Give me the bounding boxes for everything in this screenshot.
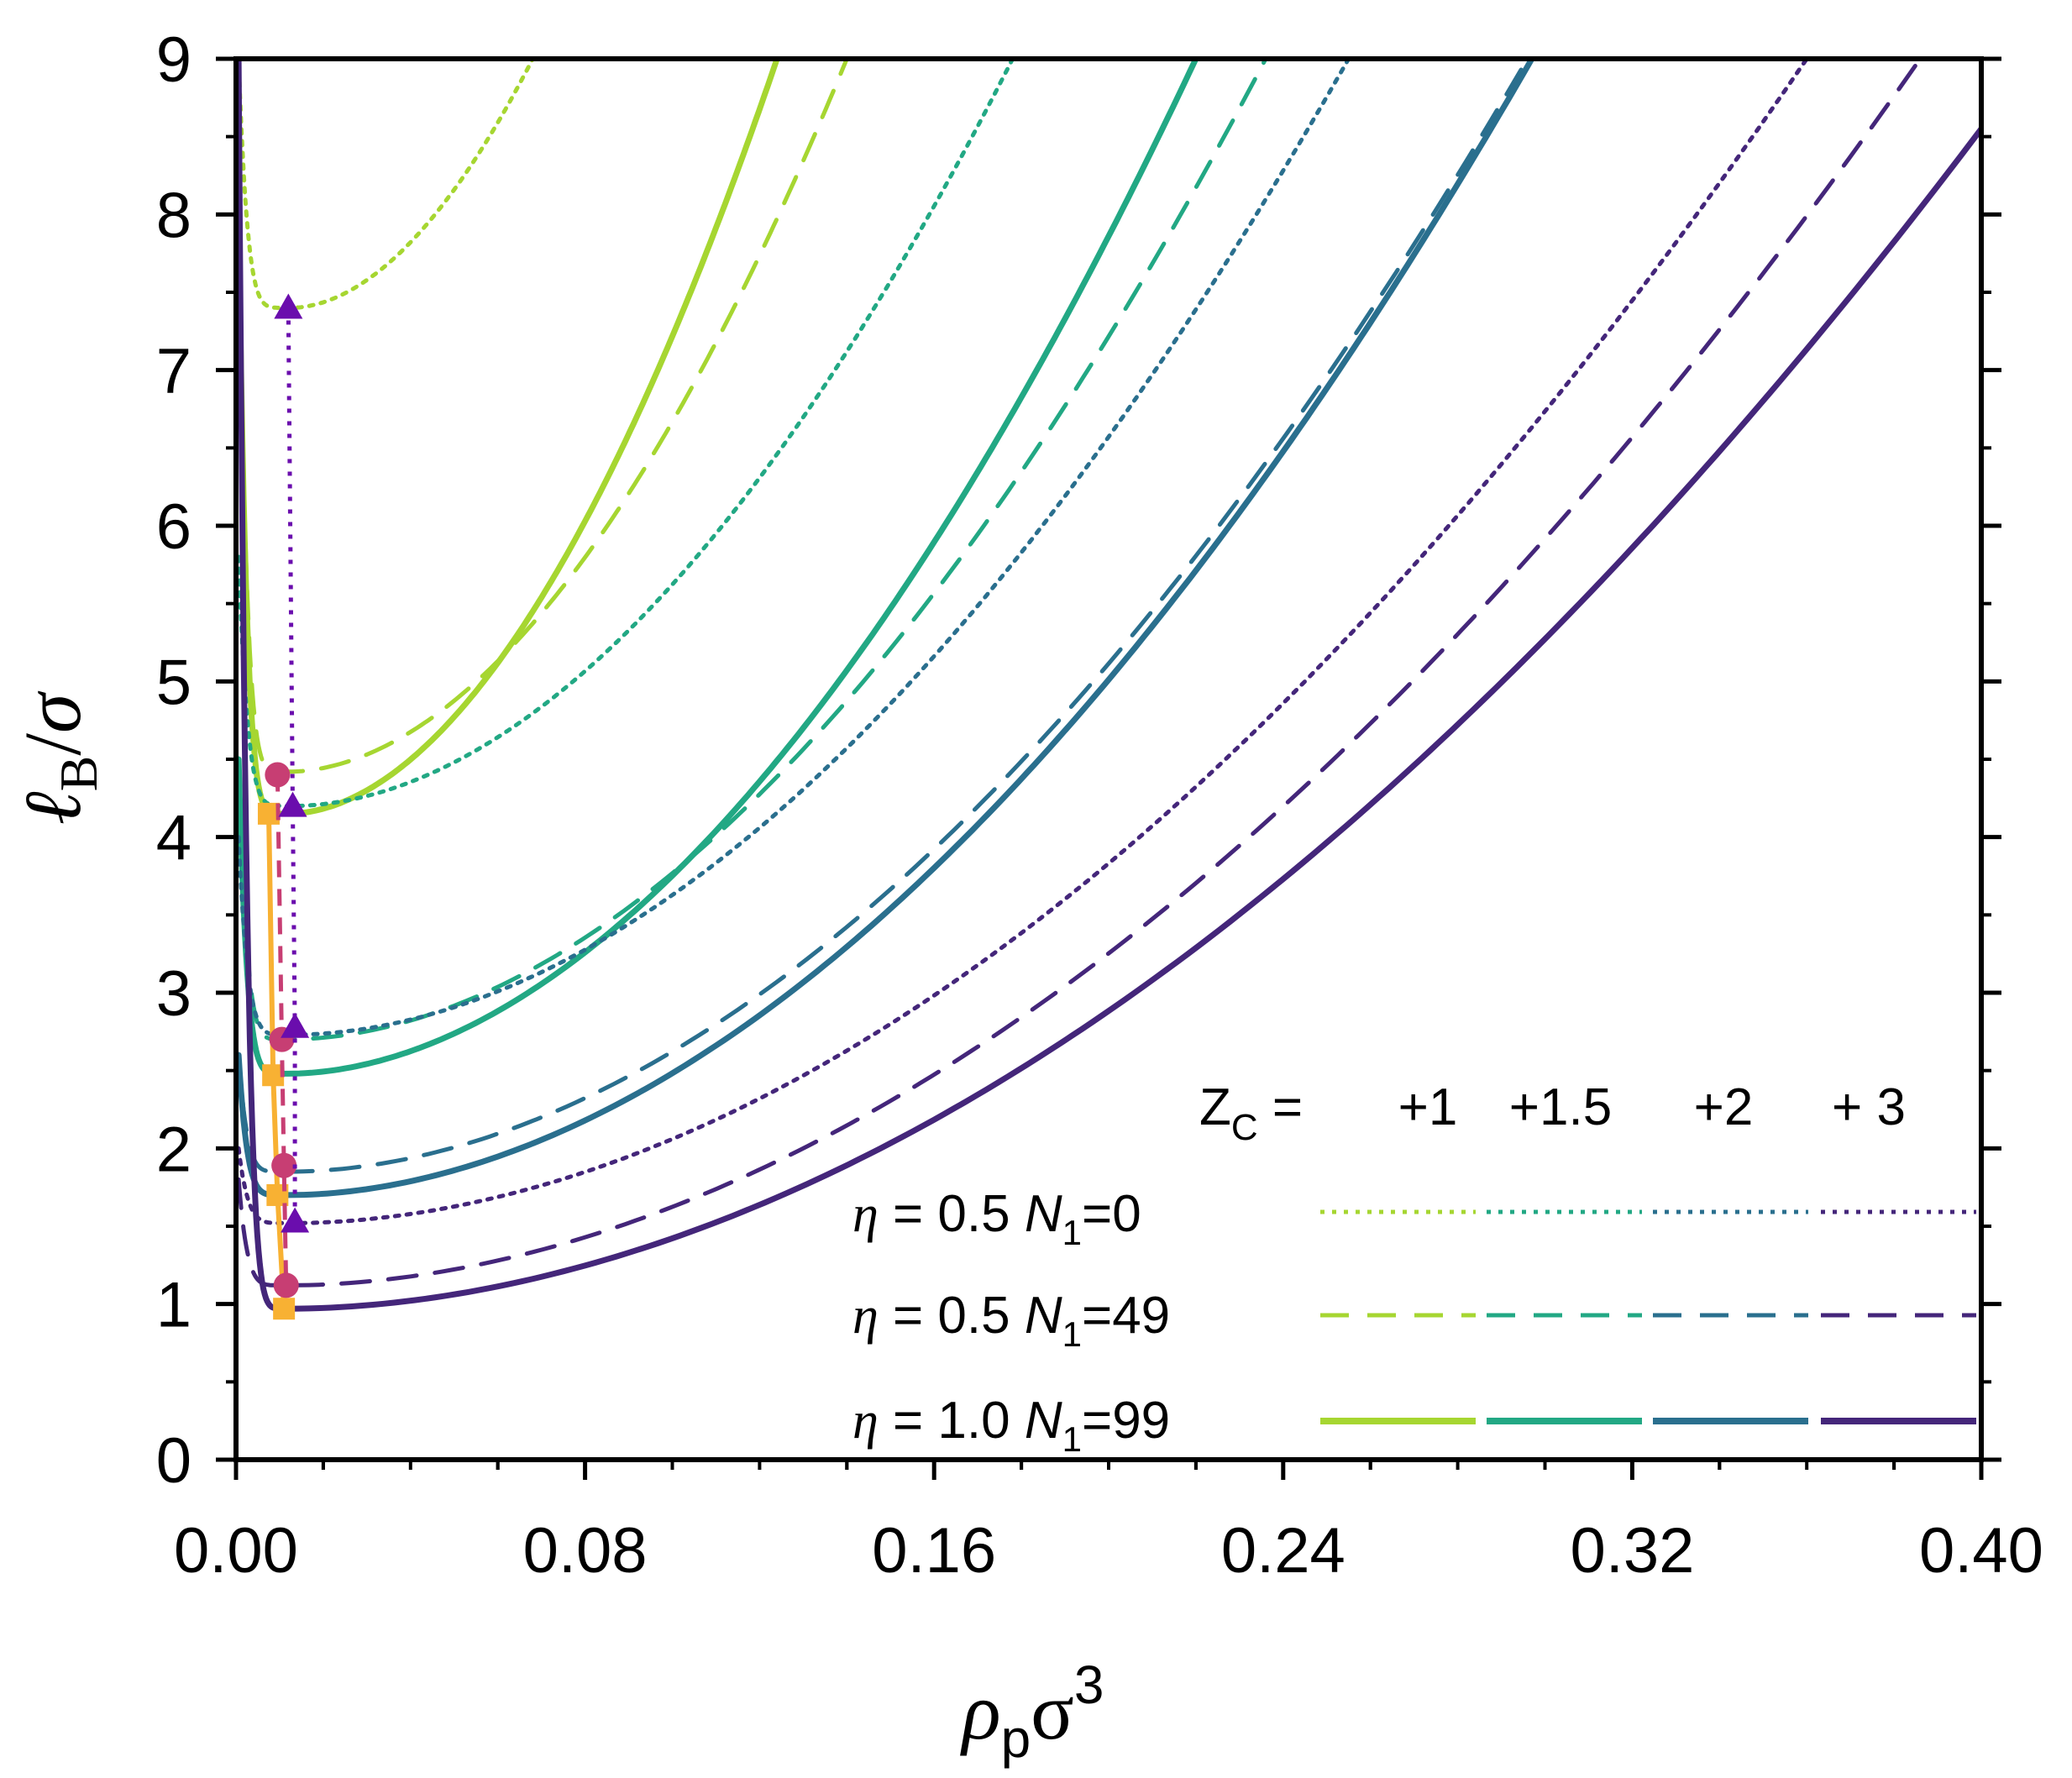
marker-line-2: [275, 774, 289, 1286]
x-tick-label: 0.24: [1221, 1515, 1345, 1587]
x-ticks: 0.00 0.08 0.16 0.24 0.32 0.40: [174, 1460, 2043, 1587]
legend-row-dashed-label: η = 0.5 N1=49: [852, 1287, 1170, 1354]
marker-line-3: [286, 307, 297, 1222]
y-tick-label: 3: [156, 958, 191, 1030]
series-line-3: [236, 59, 780, 817]
y-tick-label: 0: [156, 1425, 191, 1497]
series-line-10: [236, 59, 1809, 1225]
circle-marker: [273, 1272, 299, 1298]
series-line-6: [236, 59, 1199, 1077]
legend-zc-label: ZC =: [1199, 1078, 1303, 1148]
y-tick-label: 2: [156, 1114, 191, 1185]
x-tick-label: 0.00: [174, 1515, 298, 1587]
y-tick-label: 8: [156, 180, 191, 251]
y-tick-label: 5: [156, 647, 191, 718]
series-line-11: [236, 59, 1923, 1288]
x-tick-label: 0.40: [1919, 1515, 2043, 1587]
y-tick-label: 4: [156, 803, 191, 874]
triangle-marker: [278, 791, 307, 817]
x-axis-title: ρpσ3: [959, 1655, 1104, 1769]
circle-marker: [271, 1152, 297, 1178]
y-tick-label: 1: [156, 1270, 191, 1341]
triangle-marker: [281, 1012, 310, 1038]
series-line-5: [236, 59, 1268, 1042]
legend-row-dotted-label: η = 0.5 N1=0: [852, 1185, 1141, 1252]
marker-line-1: [266, 813, 287, 1309]
y-tick-label: 6: [156, 491, 191, 563]
y-ticks: 0 1 2 3 4 5 6 7 8 9: [156, 24, 2001, 1497]
series-line-7: [236, 59, 1351, 1037]
plot-frame: [233, 56, 1984, 1462]
legend-zc-value-4: + 3: [1832, 1078, 1906, 1136]
markers-layer: [257, 293, 310, 1320]
series-line-2: [236, 59, 849, 774]
legend-zc-value-3: +2: [1694, 1078, 1754, 1136]
y-tick-label: 7: [156, 336, 191, 407]
series-line-9: [236, 59, 1535, 1198]
square-marker: [273, 1298, 296, 1320]
legend-zc-value-2: +1.5: [1509, 1078, 1612, 1136]
legend-row-solid-label: η = 1.0 N1=99: [852, 1392, 1170, 1459]
y-axis-title: ℓB/σ: [8, 690, 108, 825]
legend-zc-value-1: +1: [1398, 1078, 1458, 1136]
series-line-4: [236, 59, 1015, 809]
circle-marker: [265, 762, 291, 788]
triangle-marker: [281, 1207, 310, 1233]
x-tick-label: 0.16: [872, 1515, 996, 1587]
x-tick-label: 0.32: [1570, 1515, 1694, 1587]
legend-swatches: [1320, 1209, 1976, 1424]
triangle-marker: [274, 293, 303, 319]
series-line-1: [236, 59, 535, 310]
legend: ZC = +1 +1.5 +2 + 3 η = 0.5 N1=0 η = 0.5…: [852, 1078, 1976, 1459]
y-tick-label: 9: [156, 24, 191, 96]
x-tick-label: 0.08: [523, 1515, 648, 1587]
